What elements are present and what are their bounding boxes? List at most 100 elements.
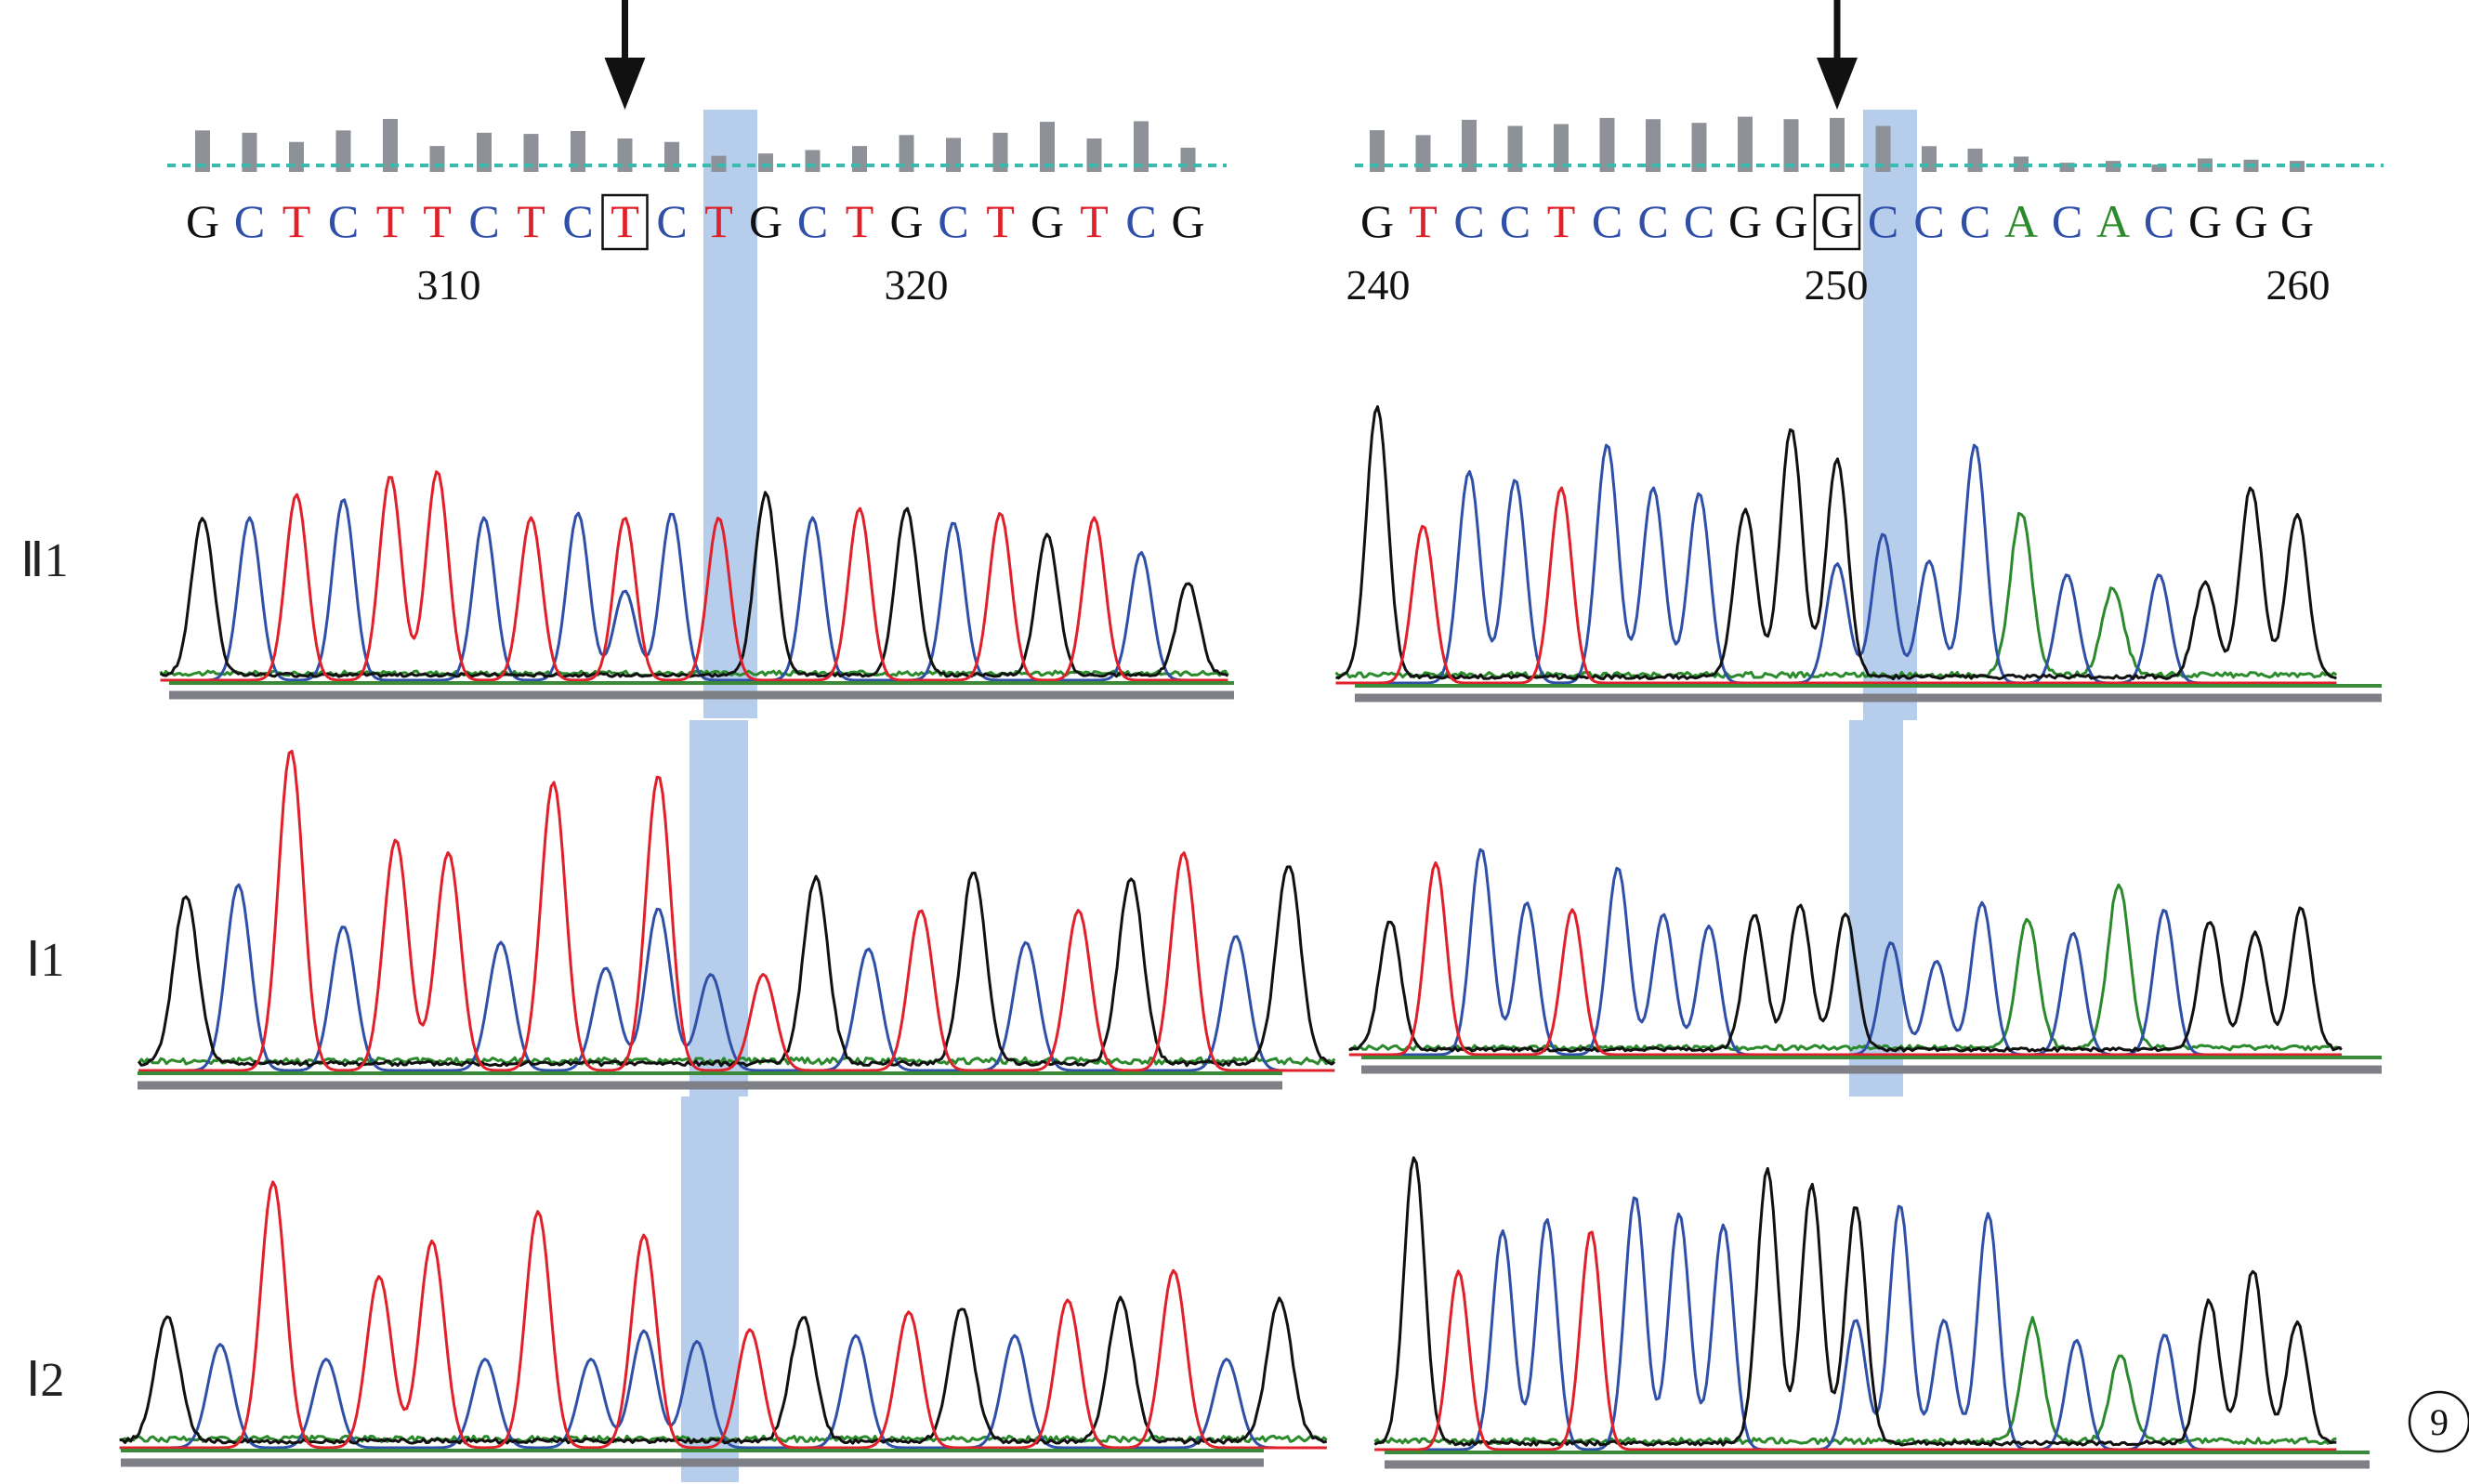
left-down-arrow-icon	[604, 0, 646, 110]
quality-bar	[852, 146, 867, 172]
base-call-letter: G	[1728, 195, 1762, 247]
right-highlight-band	[1849, 720, 1903, 1097]
chromatogram-traces	[119, 405, 2382, 1469]
quality-bar	[664, 141, 679, 172]
base-call-letter: T	[282, 195, 311, 247]
base-call-letter: G	[1360, 195, 1394, 247]
base-call-letter: C	[797, 195, 828, 247]
base-call-letter: G	[2188, 195, 2222, 247]
base-call-letter: A	[2096, 195, 2130, 247]
row-label-i2: Ⅰ2	[26, 1354, 64, 1407]
base-call-letter: C	[1868, 195, 1898, 247]
quality-bar	[1507, 125, 1523, 172]
quality-bar	[571, 130, 585, 172]
base-call-letter: C	[468, 195, 499, 247]
quality-bar	[2151, 164, 2167, 172]
base-call-letter: A	[2004, 195, 2038, 247]
trace-channel-T	[119, 1180, 1327, 1450]
base-call-letter: G	[2234, 195, 2267, 247]
quality-bar	[1830, 117, 1845, 172]
base-call-letter: C	[2052, 195, 2082, 247]
left-trace-3	[119, 1180, 1328, 1467]
base-call-letter: C	[2144, 195, 2174, 247]
base-call-letter: C	[234, 195, 265, 247]
row-label-ii1: Ⅱ1	[20, 534, 69, 587]
quality-bar	[242, 132, 257, 172]
quality-bar	[758, 153, 773, 172]
base-call-letter: C	[1960, 195, 1990, 247]
base-call-letter: C	[1453, 195, 1484, 247]
quality-bar	[946, 138, 961, 172]
left-trace-1	[159, 470, 1234, 700]
quality-bar	[1554, 124, 1569, 172]
mutation-base-box	[1813, 193, 1861, 251]
base-call-letter: C	[1592, 195, 1622, 247]
trace-channel-G	[119, 1295, 1328, 1445]
left-highlight-band	[681, 1097, 739, 1482]
left-trace-2	[137, 749, 1336, 1090]
quality-bar	[383, 118, 398, 172]
quality-bar	[1599, 117, 1615, 172]
base-call-letter: G	[749, 195, 782, 247]
right-highlight-band	[1863, 110, 1917, 720]
quality-bar	[1134, 121, 1149, 172]
trace-channel-G	[1373, 1156, 2337, 1447]
base-call-letter: C	[1500, 195, 1530, 247]
base-call-letter: C	[1637, 195, 1668, 247]
quality-bar	[289, 141, 304, 172]
base-call-letter: T	[611, 195, 639, 247]
base-call-letter: T	[517, 195, 545, 247]
base-call-letter: T	[846, 195, 874, 247]
quality-bar	[805, 150, 821, 172]
mutation-highlight-bands	[681, 110, 1917, 1482]
trace-channel-T	[1335, 486, 2337, 685]
base-call-letter: G	[186, 195, 219, 247]
base-call-letter: C	[1125, 195, 1156, 247]
base-call-letter: G	[1031, 195, 1064, 247]
quality-bar	[2014, 156, 2029, 172]
base-call-letter: G	[1774, 195, 1807, 247]
trace-channel-T	[1348, 860, 2342, 1057]
position-label: 310	[417, 261, 481, 309]
quality-bar	[1040, 122, 1055, 172]
arrow-head	[1817, 58, 1858, 110]
quality-bar	[429, 146, 445, 172]
quality-bar	[899, 135, 914, 172]
trace-channel-T	[138, 749, 1335, 1072]
position-label: 320	[885, 261, 949, 309]
base-call-letter: G	[1171, 195, 1204, 247]
row-label-i1: Ⅰ1	[26, 934, 64, 987]
base-call-letter: G	[1820, 195, 1854, 247]
trace-channel-G	[159, 491, 1229, 678]
quality-bar	[195, 130, 210, 172]
quality-bar	[992, 132, 1008, 172]
quality-bar	[1691, 123, 1707, 172]
base-call-letter: C	[328, 195, 359, 247]
trace-channel-T	[1374, 1230, 2337, 1451]
base-call-letter: C	[656, 195, 687, 247]
arrow-head	[604, 58, 646, 110]
position-label: 250	[1805, 261, 1869, 309]
base-call-letter: C	[1913, 195, 1944, 247]
right-trace-2	[1348, 847, 2382, 1074]
base-call-letter: C	[1684, 195, 1714, 247]
panel-number-badge: 9	[2408, 1390, 2469, 1453]
quality-bar	[1462, 119, 1477, 172]
quality-bar	[1875, 125, 1891, 172]
position-label: 240	[1346, 261, 1411, 309]
trace-channel-T	[160, 470, 1228, 682]
base-call-letter: T	[1547, 195, 1576, 247]
panel-number: 9	[2430, 1401, 2449, 1443]
quality-bar	[2059, 163, 2075, 172]
right-trace-3	[1373, 1156, 2370, 1469]
base-call-letter: T	[704, 195, 733, 247]
trace-channel-G	[1335, 405, 2337, 681]
quality-bar	[1370, 130, 1385, 172]
mutation-arrows	[604, 0, 1858, 110]
base-call-letter: G	[889, 195, 923, 247]
right-trace-1	[1334, 405, 2382, 703]
base-call-letter: T	[1080, 195, 1109, 247]
trace-channel-G	[1348, 903, 2343, 1053]
